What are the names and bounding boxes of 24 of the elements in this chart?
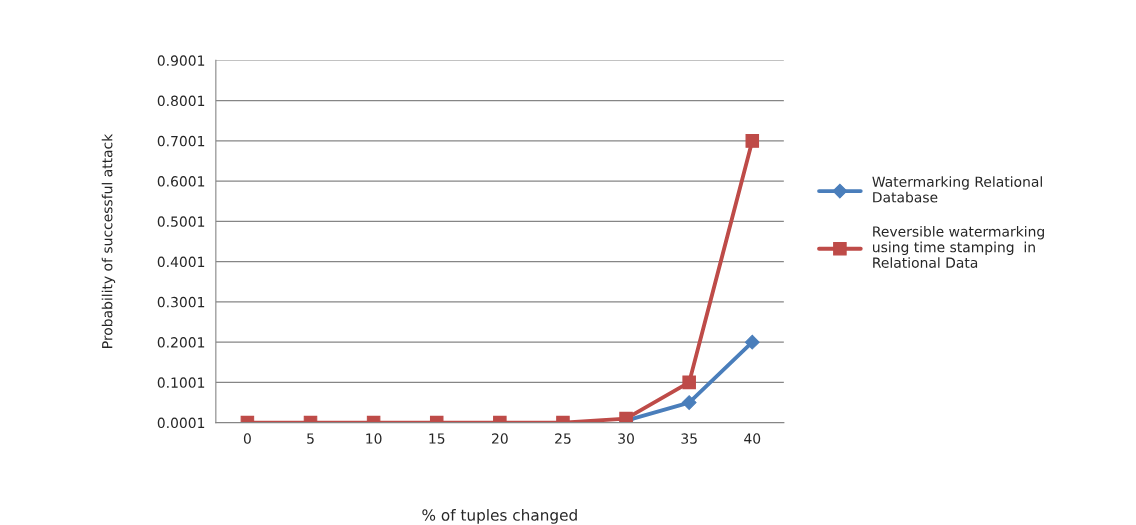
x-tick-label: 35 (681, 433, 697, 444)
point (745, 134, 760, 148)
x-tick-label: 30 (618, 433, 634, 444)
y-tick-label: 0.7001 (157, 135, 205, 147)
y-tick-label: 0.6001 (157, 176, 205, 187)
y-tick-label: 0.8001 (157, 95, 205, 107)
x-tick-label: 15 (429, 433, 445, 444)
y-tick-label: 0.5001 (157, 216, 205, 227)
y-tick-label: 0.1001 (157, 377, 205, 388)
y-tick-label: 0.3001 (157, 296, 205, 308)
x-tick-label: 40 (744, 433, 761, 444)
y-axis-title: Probability of successful attack (101, 133, 116, 348)
x-tick-label: 10 (366, 433, 382, 444)
x-tick-label: 20 (492, 433, 508, 444)
x-axis-title: % of tuples changed (422, 508, 577, 524)
y-tick-label: 0.4001 (157, 256, 205, 268)
y-tick-label: 0.9001 (157, 55, 205, 66)
x-tick-label: 0 (243, 433, 251, 444)
y-tick-label: 0.0001 (157, 417, 205, 429)
x-tick-label: 5 (307, 433, 314, 444)
legend-label: Watermarking Relational Database (872, 176, 1042, 203)
x-tick-label: 25 (555, 433, 571, 444)
y-tick-label: 0.2001 (157, 337, 205, 348)
legend-label: Reversible watermarking using time stamping in Relational Data (873, 226, 1044, 268)
